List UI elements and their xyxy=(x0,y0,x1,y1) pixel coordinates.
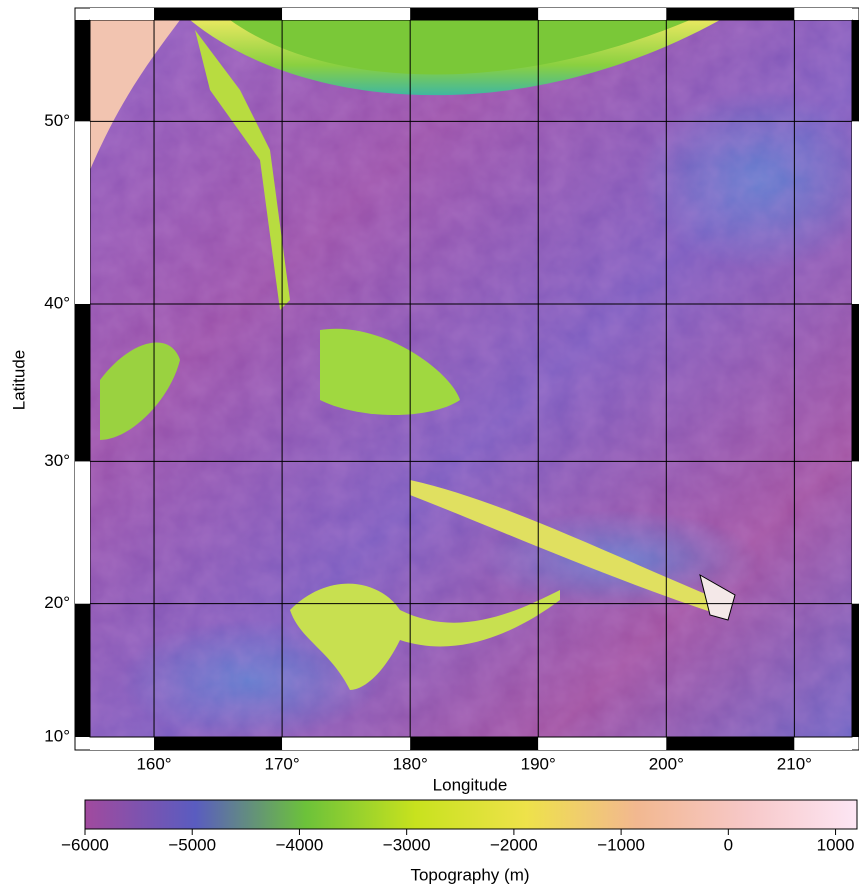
map-figure: Longitude Latitude Topography (m) 160° 17… xyxy=(0,0,859,890)
frame-bar xyxy=(852,304,859,461)
frame-bar xyxy=(666,8,794,20)
y-tick-label: 50° xyxy=(44,111,70,130)
colorbar-label: Topography (m) xyxy=(410,865,529,884)
frame-bar xyxy=(852,461,859,603)
frame-bar xyxy=(410,8,538,20)
terrain xyxy=(90,20,859,740)
frame-bar xyxy=(75,461,90,603)
frame-bar xyxy=(282,737,410,750)
y-tick-label: 40° xyxy=(44,293,70,312)
frame-bar xyxy=(75,304,90,461)
y-tick-label: 10° xyxy=(44,726,70,745)
colorbar-tick-label: 1000 xyxy=(817,835,855,854)
colorbar-tick-label: −1000 xyxy=(597,835,645,854)
y-tick-label: 20° xyxy=(44,593,70,612)
frame-bar xyxy=(794,8,852,20)
colorbar-tick-label: −6000 xyxy=(61,835,109,854)
colorbar-tick-label: −3000 xyxy=(383,835,431,854)
frame-bar xyxy=(852,121,859,304)
colorbar-tick-label: −4000 xyxy=(276,835,324,854)
x-tick-label: 190° xyxy=(521,754,556,773)
colorbar-tick-label: −2000 xyxy=(490,835,538,854)
x-tick-label: 180° xyxy=(393,754,428,773)
y-axis-label: Latitude xyxy=(9,350,28,411)
frame-bar xyxy=(75,604,90,737)
frame-bar xyxy=(538,737,666,750)
colorbar-tick-label: 0 xyxy=(724,835,733,854)
x-tick-label: 170° xyxy=(265,754,300,773)
frame-bar xyxy=(282,8,410,20)
frame-bar xyxy=(154,737,282,750)
frame-bar xyxy=(75,20,90,121)
frame-bar xyxy=(90,737,154,750)
x-tick-label: 200° xyxy=(649,754,684,773)
x-axis-label: Longitude xyxy=(433,775,508,794)
y-tick-label: 30° xyxy=(44,451,70,470)
x-tick-label: 160° xyxy=(136,754,171,773)
frame-bar xyxy=(852,604,859,737)
frame-bar xyxy=(90,8,154,20)
frame-bar xyxy=(75,121,90,304)
frame-bar xyxy=(154,8,282,20)
frame-bar xyxy=(666,737,794,750)
frame-bar xyxy=(852,20,859,121)
colorbar-tick-label: −5000 xyxy=(168,835,216,854)
frame-bar xyxy=(410,737,538,750)
x-tick-label: 210° xyxy=(777,754,812,773)
frame-bar xyxy=(794,737,852,750)
colorbar xyxy=(85,800,857,829)
frame-bar xyxy=(538,8,666,20)
